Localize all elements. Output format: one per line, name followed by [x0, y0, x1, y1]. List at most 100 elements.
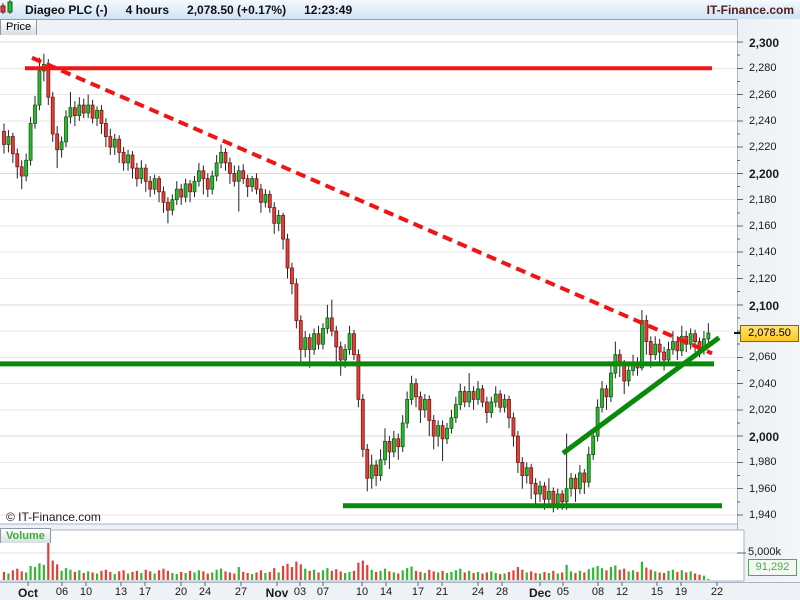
ascending-trendline[interactable]	[561, 335, 721, 456]
candle-down	[90, 104, 95, 119]
x-axis-label: 20	[174, 586, 188, 598]
volume-bar	[698, 574, 701, 580]
y-axis-label: 2,260	[749, 88, 777, 101]
candle-down	[387, 441, 392, 453]
candle-up	[436, 425, 441, 437]
candle-up	[219, 151, 223, 164]
volume-bar	[69, 569, 72, 580]
volume-bar	[131, 571, 134, 580]
y-axis-label: 2,180	[749, 193, 777, 206]
volume-bar	[689, 571, 692, 580]
x-axis-label: 19	[674, 586, 688, 598]
volume-bar	[286, 563, 289, 580]
volume-bar	[233, 573, 236, 580]
candle-down	[259, 188, 263, 203]
volume-bar	[87, 571, 90, 580]
volume-bar	[281, 565, 285, 580]
x-axis-label: 14	[379, 586, 393, 598]
volume-bar	[304, 568, 307, 580]
volume-bar	[135, 570, 138, 580]
candle-down	[480, 388, 485, 403]
candle-down	[533, 483, 538, 495]
descending-trendline[interactable]	[31, 55, 713, 356]
volume-bar	[370, 569, 373, 580]
candle-up	[467, 391, 472, 403]
timeframe-label: 4 hours	[125, 2, 170, 17]
volume-bar	[317, 572, 320, 580]
y-axis-label: 2,000	[749, 430, 780, 445]
candle-down	[573, 477, 578, 490]
candle-down	[374, 464, 379, 476]
volume-bar	[153, 573, 156, 580]
candle-down	[223, 151, 228, 164]
y-axis-label: 2,040	[749, 377, 777, 390]
volume-bar	[38, 563, 41, 580]
candle-down	[622, 363, 627, 382]
volume-bar	[618, 569, 621, 580]
volume-bar	[454, 570, 457, 580]
price-pane-bg[interactable]	[0, 35, 737, 524]
volume-bar	[140, 572, 143, 580]
candle-down	[542, 485, 547, 500]
volume-bar	[667, 570, 670, 580]
candle-up	[68, 107, 73, 118]
candle-down	[267, 194, 272, 208]
candle-down	[520, 462, 525, 476]
volume-bar	[432, 571, 435, 580]
x-axis-label: 12	[615, 586, 629, 598]
volume-bar	[122, 570, 125, 580]
volume-bar	[237, 567, 240, 580]
candle-up	[303, 337, 308, 350]
volume-bar	[530, 571, 533, 580]
volume-bar	[326, 568, 329, 580]
volume-bar	[556, 573, 559, 580]
candle-up	[666, 349, 671, 361]
x-axis-label: 07	[316, 586, 330, 598]
candle-up	[152, 178, 157, 190]
volume-bar	[228, 572, 232, 580]
candle-up	[126, 154, 130, 164]
volume-bar	[654, 571, 657, 580]
candle-up	[391, 438, 396, 453]
candle-down	[484, 401, 489, 413]
volume-bar	[51, 560, 54, 580]
volume-bar	[702, 575, 706, 580]
candle-up	[591, 435, 596, 455]
volume-bar	[100, 570, 103, 580]
candle-down	[471, 391, 476, 400]
candle-up	[210, 175, 215, 190]
candle-down	[285, 238, 290, 269]
brand-label: IT-Finance.com	[706, 2, 794, 17]
volume-bar	[680, 570, 683, 580]
candle-down	[338, 346, 343, 361]
volume-bar	[631, 570, 635, 580]
volume-bar	[565, 564, 568, 580]
volume-bar	[379, 570, 382, 580]
candle-up	[595, 406, 600, 437]
volume-bar	[658, 572, 661, 580]
tab-volume[interactable]: Volume	[0, 528, 51, 543]
x-axis-label: 24	[471, 586, 485, 598]
candle-up	[600, 388, 604, 408]
time-axis: Oct 06 10 13 17 20 24 27 Nov 03 07 10 14 17 21 24 28 Dec 0…	[0, 582, 800, 600]
candle-down	[648, 341, 653, 356]
candle-down	[201, 170, 206, 180]
volume-bar	[64, 568, 68, 580]
last-volume-badge: 91,292	[748, 559, 797, 576]
candle-down	[431, 420, 436, 437]
volume-bar	[538, 573, 542, 580]
candle-up	[369, 464, 374, 479]
candle-up	[343, 349, 348, 361]
volume-bar	[264, 572, 267, 580]
candle-down	[418, 396, 423, 411]
volume-bar	[56, 564, 59, 580]
tab-price[interactable]: Price	[0, 19, 38, 35]
x-axis-label: 22	[710, 586, 724, 598]
candle-down	[50, 96, 55, 135]
y-axis-label: 2,240	[749, 114, 777, 127]
volume-bar	[645, 567, 648, 580]
candle-down	[298, 320, 303, 350]
volume-bar	[512, 570, 515, 580]
candle-up	[139, 167, 144, 180]
